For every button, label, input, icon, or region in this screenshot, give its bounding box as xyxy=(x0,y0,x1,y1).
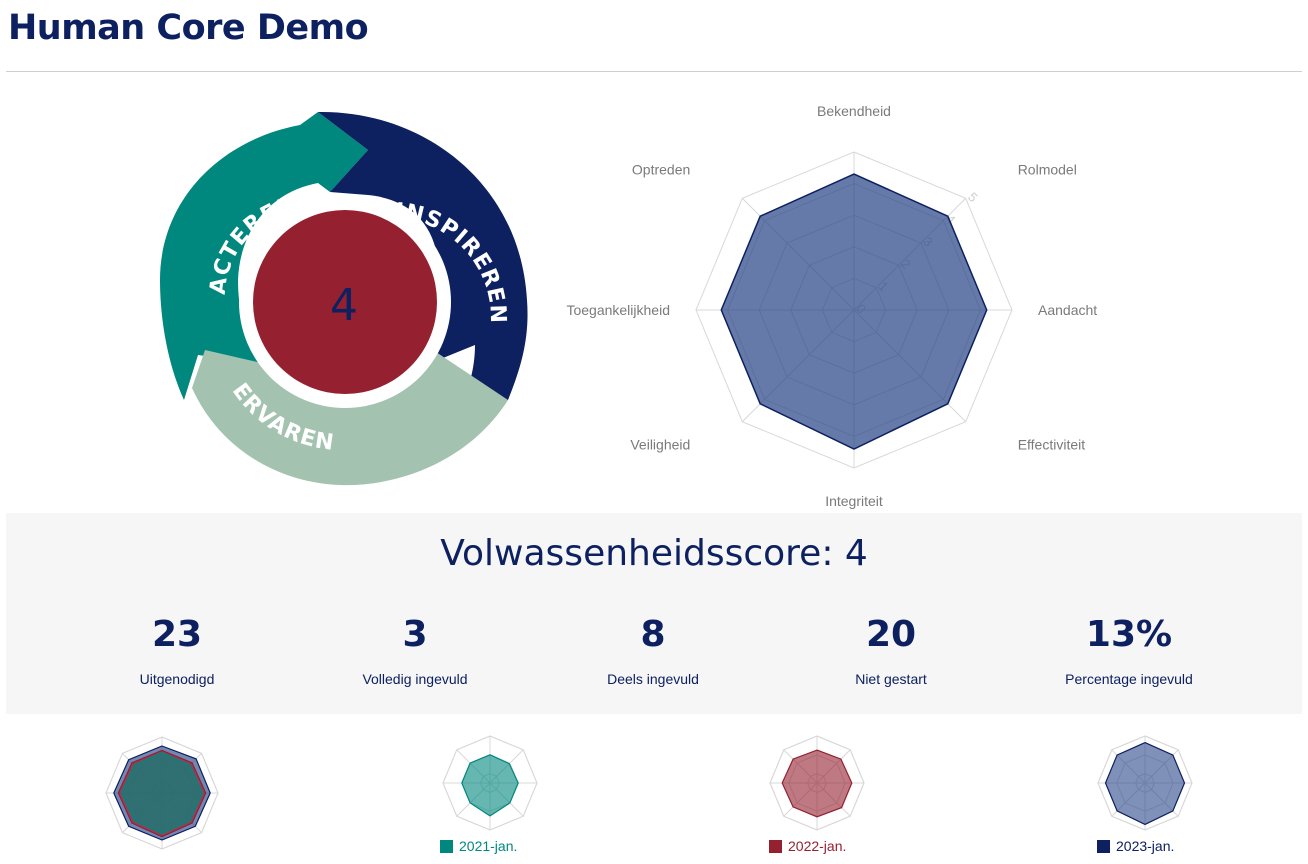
legend-2021[interactable]: 2021-jan. xyxy=(440,838,517,854)
stat-label: Niet gestart xyxy=(855,671,927,687)
mini-data-polygon xyxy=(121,752,203,834)
title-divider xyxy=(6,71,1302,72)
legend-label: 2023-jan. xyxy=(1116,838,1175,854)
maturity-score-heading: Volwassenheidsscore: 4 xyxy=(440,533,868,574)
mini-data-polygon xyxy=(781,749,853,818)
legend-swatch xyxy=(440,839,453,853)
radar-axis-labels: Bekendheid Rolmodel Aandacht Effectiviteit I… xyxy=(566,103,1097,509)
radar-axis-label: Toegankelijkheid xyxy=(566,302,670,318)
legend-label: 2022-jan. xyxy=(788,838,847,854)
legend-swatch xyxy=(769,839,782,853)
stat-value: 13% xyxy=(1085,614,1173,655)
cycle-center-value: 4 xyxy=(330,280,358,331)
mini-data-polygon xyxy=(1104,741,1186,826)
legend-swatch xyxy=(1097,839,1110,853)
page-title: Human Core Demo xyxy=(8,8,369,48)
stat-value: 8 xyxy=(640,614,666,655)
stat-invited: 23 Uitgenodigd xyxy=(57,613,297,687)
stat-label: Deels ingevuld xyxy=(607,671,699,687)
mini-radar-2022 xyxy=(769,735,865,831)
radar-axis-label: Aandacht xyxy=(1038,302,1097,318)
stat-value: 23 xyxy=(151,614,203,655)
radar-axis-label: Optreden xyxy=(632,161,690,177)
stat-percentage: 13% Percentage ingevuld xyxy=(1009,613,1249,687)
cycle-diagram: 4 ACTEREN INSPIREREN ERVAREN xyxy=(160,111,528,486)
stat-value: 3 xyxy=(402,614,428,655)
radar-axis-label: Rolmodel xyxy=(1018,161,1077,177)
mini-radar-2023 xyxy=(1097,735,1193,831)
stat-label: Percentage ingevuld xyxy=(1065,671,1193,687)
cycle-center-circle xyxy=(253,210,437,394)
radar-chart: 012345 BekendheidRolmodelAandachtEffecti… xyxy=(566,103,1097,509)
stat-label: Uitgenodigd xyxy=(139,671,215,687)
stat-label: Volledig ingevuld xyxy=(362,671,468,687)
stat-partial: 8 Deels ingevuld xyxy=(533,613,773,687)
cycle-segment-acteren xyxy=(160,112,368,400)
stat-not-started: 20 Niet gestart xyxy=(771,613,1011,687)
legend-2023[interactable]: 2023-jan. xyxy=(1097,838,1174,854)
cycle-segment-ervaren xyxy=(192,350,508,486)
radar-axis-label: Bekendheid xyxy=(817,103,891,119)
radar-axis-label: Integriteit xyxy=(825,493,883,509)
mini-radar-combined xyxy=(105,736,219,850)
radar-axis-label: Veiligheid xyxy=(630,437,690,453)
mini-data-polygon xyxy=(461,754,519,817)
stat-value: 20 xyxy=(865,614,917,655)
legend-2022[interactable]: 2022-jan. xyxy=(769,838,846,854)
radar-data-polygon xyxy=(720,173,988,450)
mini-radar-2021 xyxy=(442,735,538,831)
cycle-segment-inspireren xyxy=(318,111,528,408)
stats-panel: Volwassenheidsscore: 4 23 Uitgenodigd 3 … xyxy=(6,513,1302,714)
stat-completed: 3 Volledig ingevuld xyxy=(295,613,535,687)
legend-label: 2021-jan. xyxy=(459,838,518,854)
radar-axis-label: Effectiviteit xyxy=(1018,437,1086,453)
